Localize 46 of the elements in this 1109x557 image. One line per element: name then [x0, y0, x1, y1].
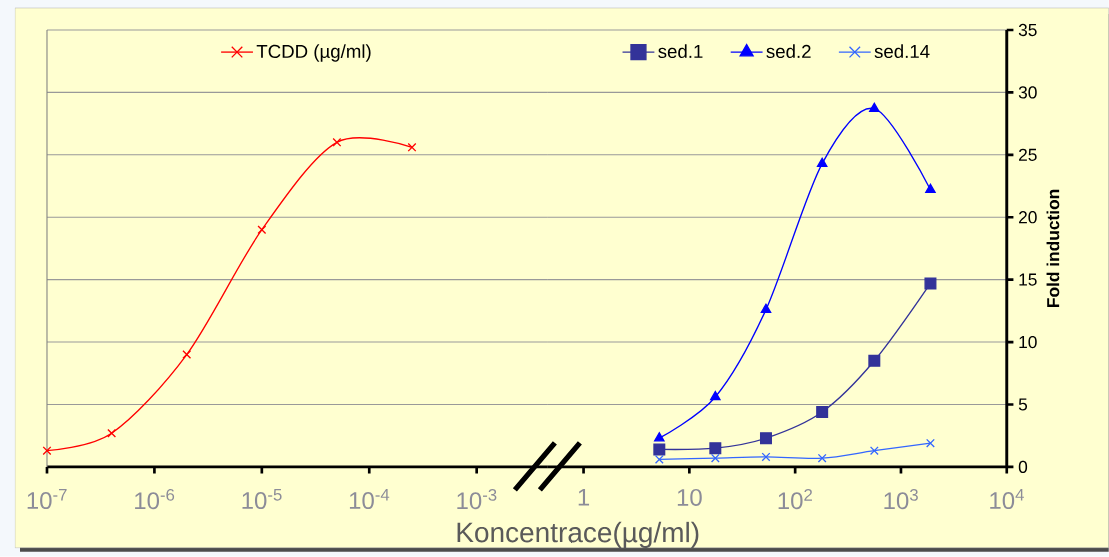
legend-label: sed.2 [766, 44, 811, 59]
x-tick-label: 10 [677, 488, 702, 506]
point [332, 137, 342, 147]
legend-label: sed.1 [658, 44, 703, 59]
y-tick-label: 15 [1019, 273, 1037, 286]
y-tick-label: 20 [1019, 211, 1037, 224]
y-tick-label: 5 [1018, 398, 1028, 411]
point [710, 453, 720, 463]
x-axis-title: Koncentrace(µg/ml) [457, 521, 699, 548]
y-tick-label: 10 [1019, 335, 1037, 349]
y-tick-label: 35 [1018, 23, 1037, 37]
point [761, 452, 771, 462]
point [710, 391, 721, 401]
x-tick-label: 10$^{-7}$ [27, 489, 67, 510]
point [816, 157, 828, 167]
point [107, 428, 117, 438]
y-tick-label: 0 [1018, 460, 1028, 474]
point [816, 406, 829, 419]
point [654, 432, 665, 442]
x-tick-label: 10$^{-3}$ [457, 488, 497, 510]
y-tick-label: 25 [1019, 148, 1037, 162]
point [924, 277, 937, 290]
x-tick-label: 10$^{3}$ [884, 488, 918, 510]
point [257, 225, 267, 235]
x-tick-label: 10$^{2}$ [778, 488, 812, 510]
point [407, 142, 417, 152]
x-tick-label: 10$^{4}$ [990, 489, 1024, 510]
point [926, 438, 935, 448]
point [182, 350, 192, 360]
point [653, 443, 666, 456]
x-tick-label: 10$^{-6}$ [135, 488, 175, 510]
legend-label: sed.14 [874, 44, 930, 59]
y-tick-label: 30 [1018, 86, 1037, 99]
x-tick-label: 1 [578, 488, 590, 506]
point [817, 453, 827, 463]
point [760, 303, 772, 313]
point [868, 354, 881, 367]
point [869, 102, 880, 113]
x-tick-label: 10$^{-5}$ [242, 489, 282, 510]
point [925, 183, 936, 194]
point [869, 446, 879, 456]
legend-label: TCDD (µg/ml) [256, 44, 371, 62]
point [654, 455, 664, 464]
x-tick-label: 10$^{-4}$ [349, 489, 390, 510]
point [709, 442, 722, 455]
y-axis-title: Fold induction [1046, 189, 1060, 308]
